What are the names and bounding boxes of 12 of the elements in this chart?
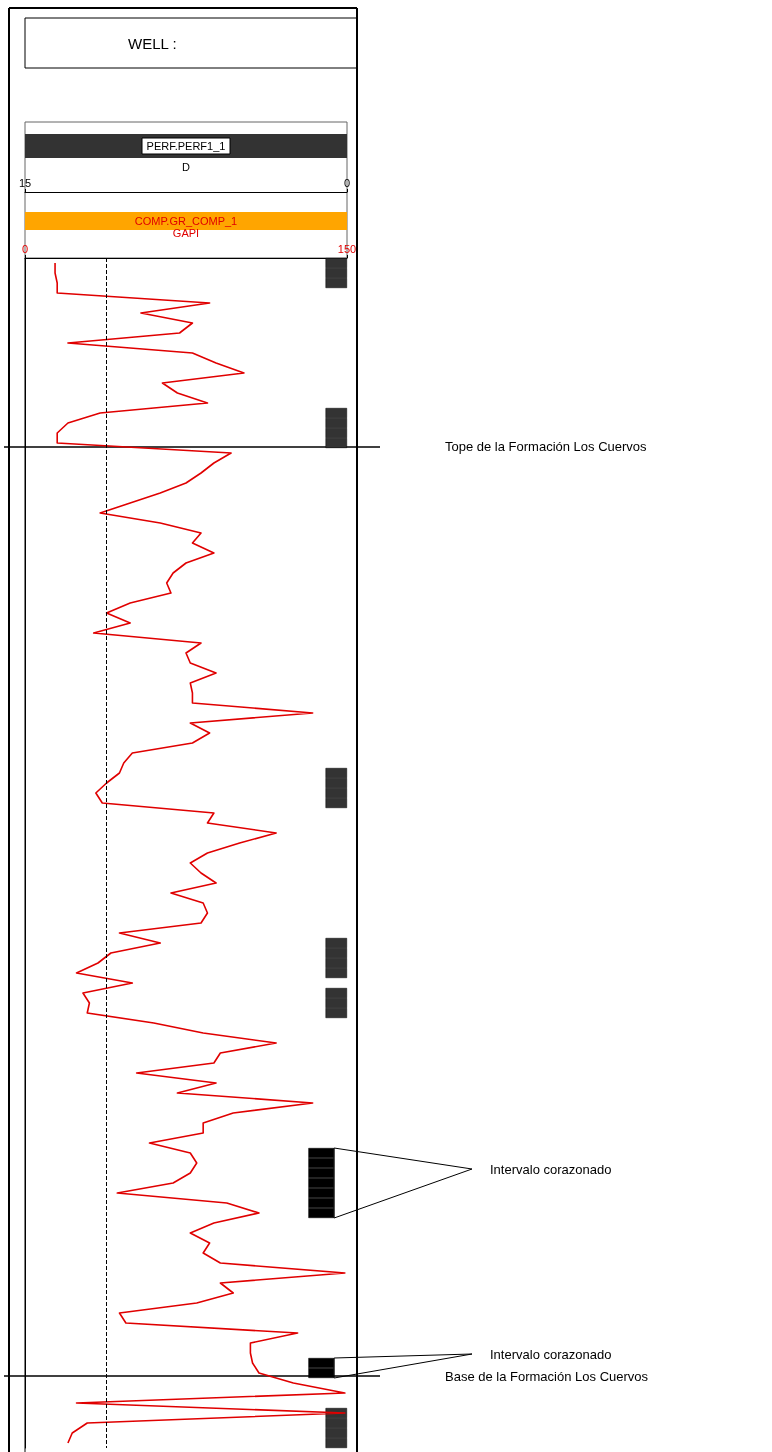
text: Base de la Formación Los Cuervos [445, 1368, 649, 1384]
x2-axis-title: D [182, 160, 191, 173]
x2-tick-label: 0 [343, 176, 351, 189]
text: COMP.GR_COMP_1 [134, 215, 238, 227]
x-tick-label: 150 [337, 242, 357, 255]
text: Tope de la Formación Los Cuervos [445, 439, 648, 455]
x-axis-title: GAPI [172, 226, 200, 239]
text: Intervalo corazonado [490, 1346, 612, 1362]
text: Intervalo corazonado [490, 1161, 612, 1177]
x2-tick-label: 15 [18, 176, 32, 189]
text: PERF.PERF1_1 [146, 140, 226, 152]
chart-title: WELL : [128, 34, 177, 52]
